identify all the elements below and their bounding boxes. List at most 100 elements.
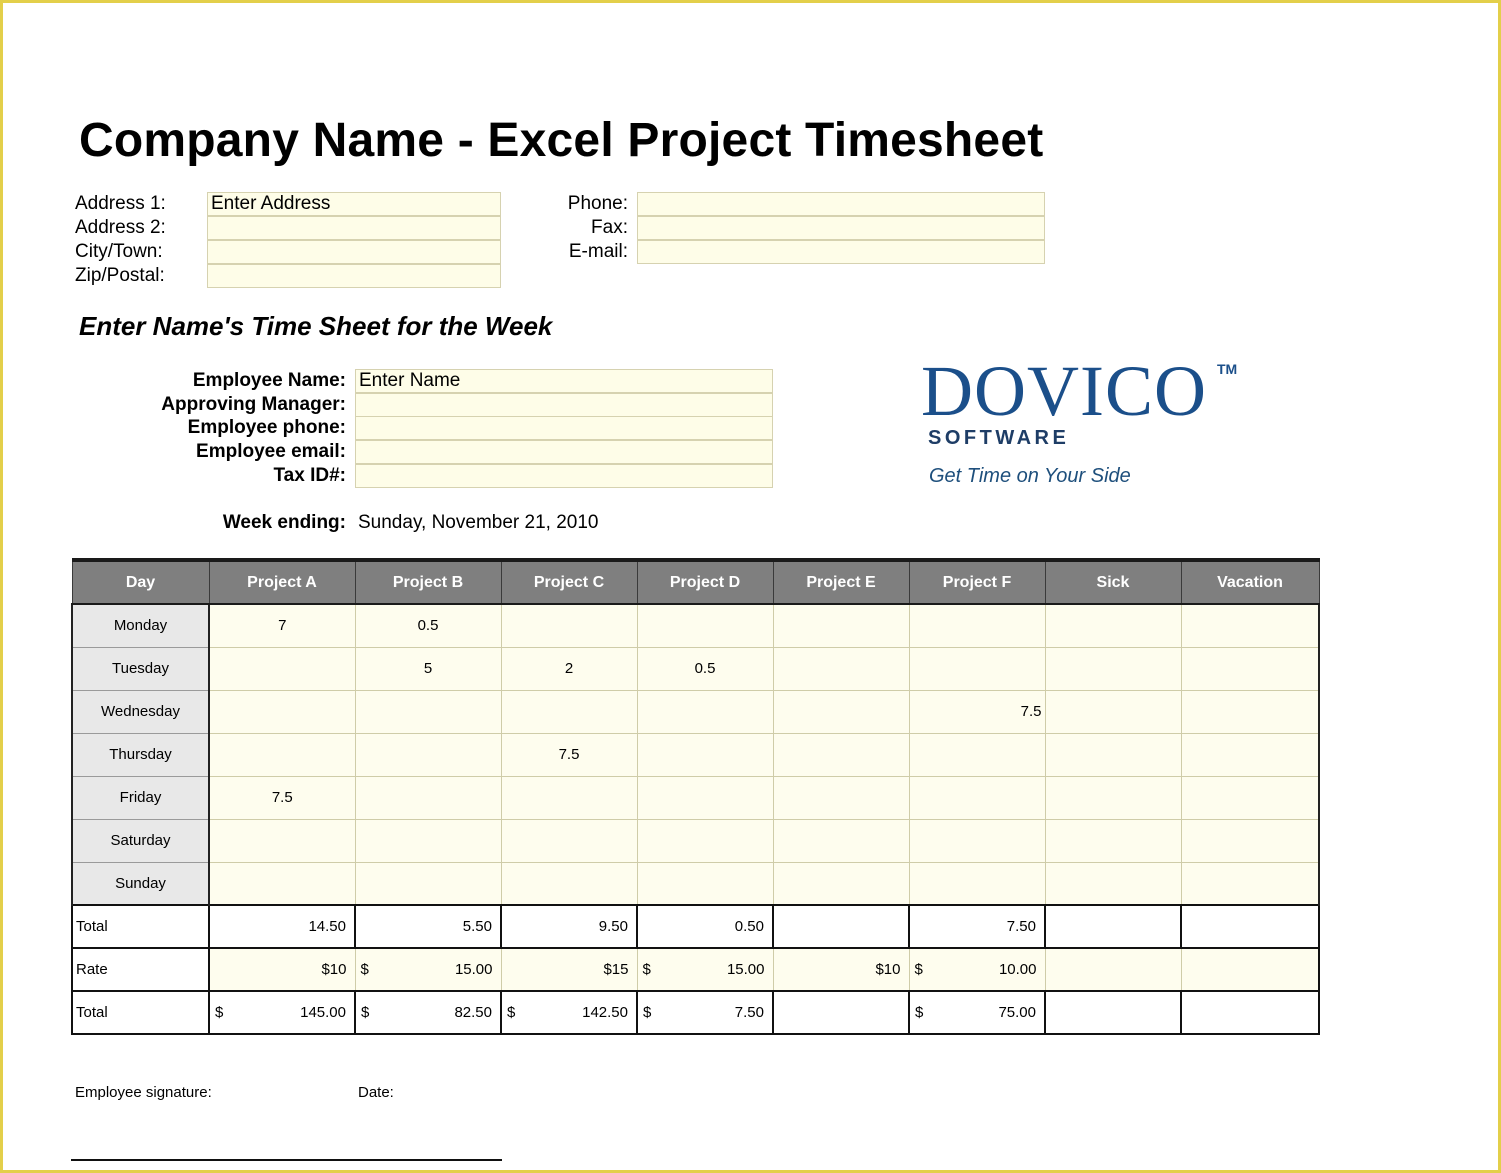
hours-cell[interactable]	[208, 689, 356, 734]
total-amount-cell: $142.50	[500, 990, 638, 1035]
hours-cell[interactable]	[208, 732, 356, 777]
employee-phone-field[interactable]	[355, 416, 773, 440]
fax-field[interactable]	[637, 216, 1045, 240]
signature-line[interactable]	[71, 1159, 502, 1161]
hours-cell[interactable]	[1180, 818, 1320, 863]
hours-cell[interactable]	[772, 775, 910, 820]
hours-cell[interactable]	[636, 861, 774, 906]
day-label: Friday	[71, 775, 210, 820]
hours-cell[interactable]: 5	[354, 646, 502, 691]
day-label: Wednesday	[71, 689, 210, 734]
address2-field[interactable]	[207, 216, 501, 240]
hours-cell[interactable]	[500, 689, 638, 734]
rate-cell[interactable]: $15.00	[636, 947, 774, 992]
amount-value: 15.00	[454, 961, 493, 978]
hours-cell[interactable]	[1180, 775, 1320, 820]
hours-cell[interactable]	[1044, 818, 1182, 863]
table-row: Monday 7 0.5	[71, 603, 1320, 648]
address1-label: Address 1:	[75, 193, 166, 214]
hours-cell[interactable]	[772, 689, 910, 734]
hours-cell[interactable]	[500, 603, 638, 648]
hours-cell[interactable]	[772, 818, 910, 863]
tax-id-field[interactable]	[355, 464, 773, 488]
hours-cell[interactable]	[772, 732, 910, 777]
hours-cell[interactable]	[354, 732, 502, 777]
hours-cell[interactable]	[636, 689, 774, 734]
amount-value: 142.50	[582, 1004, 628, 1021]
hours-cell[interactable]	[208, 646, 356, 691]
hours-cell[interactable]	[1044, 603, 1182, 648]
currency-symbol: $	[215, 1004, 224, 1021]
hours-cell[interactable]	[354, 861, 502, 906]
day-label: Saturday	[71, 818, 210, 863]
hours-cell[interactable]: 7.5	[908, 689, 1046, 734]
hours-cell[interactable]	[1180, 689, 1320, 734]
rate-cell[interactable]: $15	[500, 947, 638, 992]
hours-cell[interactable]	[772, 603, 910, 648]
hours-cell[interactable]	[908, 732, 1046, 777]
total-amount-row-label: Total	[71, 990, 210, 1035]
currency-symbol: $	[643, 1004, 652, 1021]
hours-cell[interactable]: 0.5	[636, 646, 774, 691]
hours-cell[interactable]	[354, 775, 502, 820]
approving-manager-field[interactable]	[355, 393, 773, 417]
hours-cell[interactable]	[1180, 646, 1320, 691]
hours-cell[interactable]	[908, 775, 1046, 820]
hours-cell[interactable]	[1180, 603, 1320, 648]
hours-cell[interactable]	[1044, 646, 1182, 691]
hours-cell[interactable]	[908, 603, 1046, 648]
hours-cell[interactable]	[500, 861, 638, 906]
currency-symbol: $	[360, 961, 369, 978]
hours-cell[interactable]	[354, 689, 502, 734]
rate-cell[interactable]	[1044, 947, 1182, 992]
rate-cell[interactable]: $10	[208, 947, 356, 992]
hours-cell[interactable]	[636, 603, 774, 648]
hours-cell[interactable]: 2	[500, 646, 638, 691]
hours-cell[interactable]	[1044, 775, 1182, 820]
hours-cell[interactable]	[772, 861, 910, 906]
rate-cell[interactable]: $15.00	[354, 947, 502, 992]
hours-cell[interactable]	[908, 818, 1046, 863]
column-header: Project F	[908, 558, 1046, 605]
city-field[interactable]	[207, 240, 501, 264]
email-field[interactable]	[637, 240, 1045, 264]
rate-cell[interactable]	[1180, 947, 1320, 992]
hours-cell[interactable]	[908, 646, 1046, 691]
hours-cell[interactable]	[500, 818, 638, 863]
rate-cell[interactable]: $10.00	[908, 947, 1046, 992]
hours-cell[interactable]	[1180, 732, 1320, 777]
hours-cell[interactable]: 7.5	[208, 775, 356, 820]
phone-field[interactable]	[637, 192, 1045, 216]
hours-cell[interactable]	[772, 646, 910, 691]
currency-symbol: $	[642, 961, 651, 978]
hours-cell[interactable]	[636, 732, 774, 777]
hours-cell[interactable]	[1044, 861, 1182, 906]
rate-cell[interactable]: $10	[772, 947, 910, 992]
hours-cell[interactable]	[1044, 689, 1182, 734]
amount-value: $15	[603, 961, 629, 978]
hours-cell[interactable]	[636, 818, 774, 863]
amount-value: $10	[875, 961, 901, 978]
address1-field[interactable]: Enter Address	[207, 192, 501, 216]
hours-cell[interactable]: 7.5	[500, 732, 638, 777]
hours-cell[interactable]	[1180, 861, 1320, 906]
hours-cell[interactable]	[500, 775, 638, 820]
total-hours-cell	[1044, 904, 1182, 949]
hours-cell[interactable]: 7	[208, 603, 356, 648]
hours-cell[interactable]	[1044, 732, 1182, 777]
employee-name-field[interactable]: Enter Name	[355, 369, 773, 393]
hours-cell[interactable]	[354, 818, 502, 863]
employee-email-field[interactable]	[355, 440, 773, 464]
total-amount-cell: $145.00	[208, 990, 356, 1035]
hours-cell[interactable]	[636, 775, 774, 820]
hours-cell[interactable]	[208, 818, 356, 863]
amount-value: 7.50	[734, 1004, 764, 1021]
zip-field[interactable]	[207, 264, 501, 288]
column-header: Project D	[636, 558, 774, 605]
hours-cell[interactable]	[908, 861, 1046, 906]
hours-cell[interactable]: 0.5	[354, 603, 502, 648]
hours-cell[interactable]	[208, 861, 356, 906]
